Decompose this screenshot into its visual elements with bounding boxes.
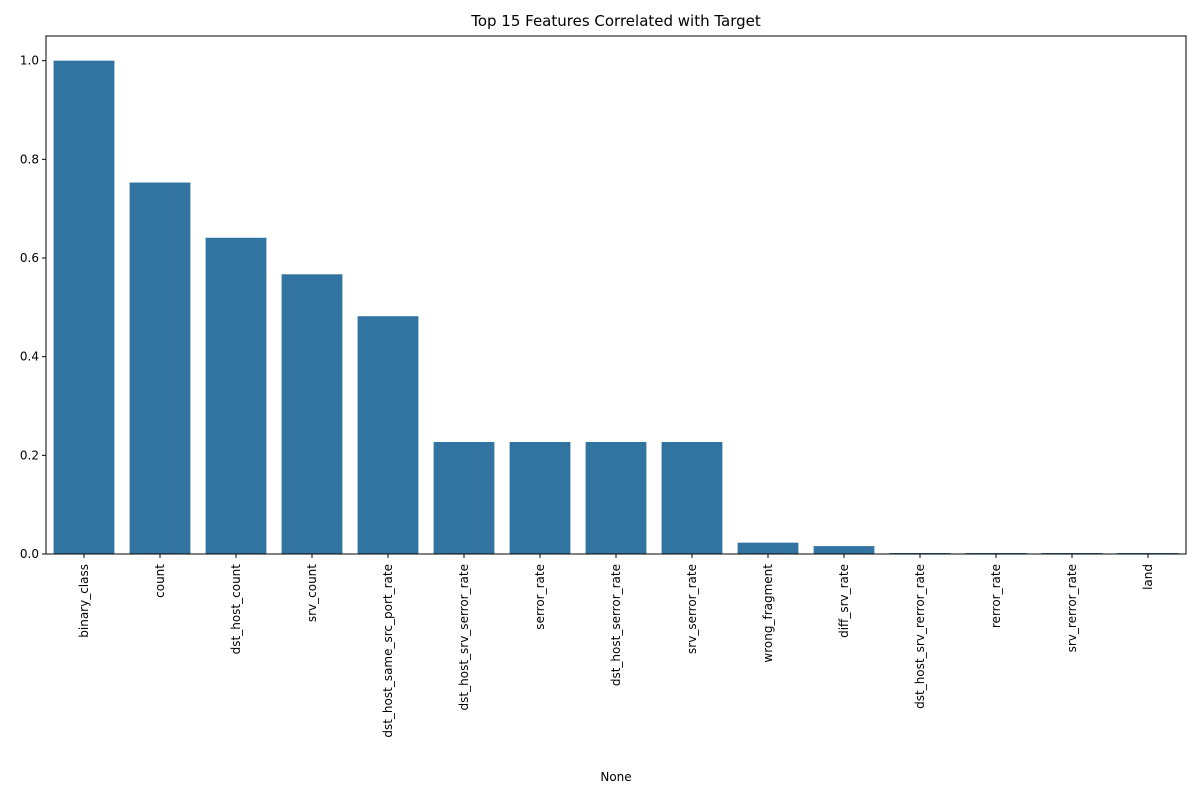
x-tick-label: count [153, 564, 167, 598]
y-tick-label: 0.0 [20, 547, 39, 561]
x-tick-label: dst_host_count [229, 564, 243, 655]
chart-title: Top 15 Features Correlated with Target [470, 12, 761, 30]
y-tick-label: 0.8 [20, 152, 39, 166]
x-tick-label: serror_rate [533, 564, 547, 630]
x-tick-label: dst_host_same_src_port_rate [381, 564, 395, 738]
bar-dst_host_same_src_port_rate [357, 316, 419, 554]
x-tick-label: srv_count [305, 564, 319, 622]
bar-diff_srv_rate [813, 546, 875, 554]
x-tick-label: dst_host_serror_rate [609, 564, 623, 686]
bar-dst_host_serror_rate [585, 442, 647, 554]
x-axis: binary_class count dst_host_count srv_count… [77, 554, 1155, 738]
bar-srv_serror_rate [661, 442, 723, 554]
x-axis-label: None [600, 770, 631, 784]
x-tick-label: diff_srv_rate [837, 564, 851, 638]
y-tick-label: 0.2 [20, 448, 39, 462]
x-tick-label: dst_host_srv_serror_rate [457, 564, 471, 710]
y-axis: 0.0 0.2 0.4 0.6 0.8 1.0 [20, 54, 46, 561]
bar-dst_host_srv_serror_rate [433, 442, 495, 554]
plot-frame [45, 35, 1187, 555]
x-tick-label: binary_class [77, 564, 91, 638]
x-tick-label: land [1141, 564, 1155, 590]
bar-wrong_fragment [737, 542, 799, 554]
x-tick-label: wrong_fragment [761, 564, 775, 663]
y-tick-label: 1.0 [20, 54, 39, 68]
bar-count [129, 182, 191, 554]
y-tick-label: 0.6 [20, 251, 39, 265]
y-tick-label: 0.4 [20, 350, 39, 364]
bar-binary_class [53, 60, 115, 555]
x-tick-label: rerror_rate [989, 564, 1003, 628]
x-tick-label: srv_serror_rate [685, 564, 699, 654]
bar-srv_count [281, 274, 343, 554]
bar-dst_host_count [205, 237, 267, 555]
bar-serror_rate [509, 442, 571, 554]
x-tick-label: dst_host_srv_rerror_rate [913, 564, 927, 709]
bars-group [53, 60, 1179, 555]
x-tick-label: srv_rerror_rate [1065, 564, 1079, 652]
